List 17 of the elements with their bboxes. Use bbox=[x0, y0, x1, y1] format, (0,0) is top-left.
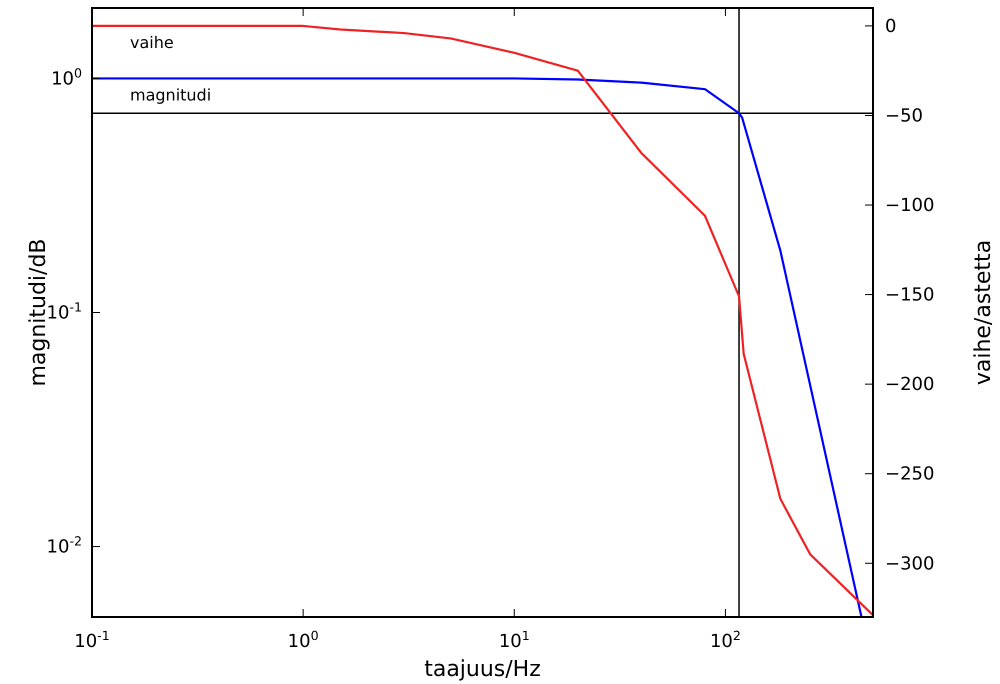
x-tick-label: 10$^{-1}$ bbox=[74, 628, 110, 652]
y2-tick-label: −250 bbox=[885, 464, 934, 485]
y-tick-label: 10$^{0}$ bbox=[51, 64, 82, 90]
y2-tick-label: 0 bbox=[885, 16, 896, 37]
x-tick-label: 10$^{0}$ bbox=[288, 628, 319, 652]
y2-tick-label: −300 bbox=[885, 553, 934, 574]
series-label: magnitudi bbox=[130, 85, 212, 104]
x-axis-title: taajuus/Hz bbox=[424, 657, 541, 682]
y-tick-label: 10$^{-2}$ bbox=[46, 533, 82, 558]
x-tick-label: 10$^{2}$ bbox=[710, 628, 741, 652]
y2-tick-label: −200 bbox=[885, 374, 934, 396]
y2-tick-label: −50 bbox=[885, 105, 923, 126]
y2-axis-title: vaihe/astetta bbox=[971, 240, 996, 386]
series-label: vaihe bbox=[130, 32, 174, 52]
y2-tick-label: −150 bbox=[885, 284, 934, 306]
x-tick-label: 10$^{1}$ bbox=[498, 628, 530, 652]
y2-tick-label: −100 bbox=[885, 195, 934, 216]
